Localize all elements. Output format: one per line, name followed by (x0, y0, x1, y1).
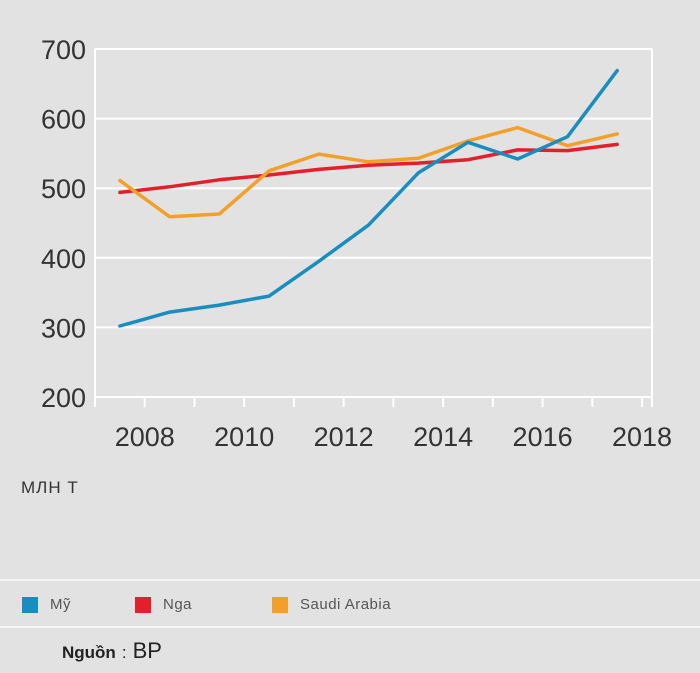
y-tick-label: 700 (41, 35, 86, 65)
legend-swatch-saudi-arabia (272, 596, 288, 613)
legend-divider-top (0, 579, 700, 581)
legend-item-saudi-arabia: Saudi Arabia (272, 596, 391, 613)
x-tick-label: 2010 (214, 422, 274, 452)
source-note: Nguồn: BP (62, 638, 162, 664)
legend-item-nga: Nga (135, 596, 192, 613)
grid-lines (94, 48, 653, 407)
y-axis-ticks: 700 600 500 400 300 200 (41, 35, 86, 413)
legend: Mỹ Nga Saudi Arabia (0, 582, 700, 624)
x-tick-label: 2018 (612, 422, 672, 452)
source-value: BP (132, 638, 162, 663)
series-line-my (118, 68, 619, 328)
x-tick-label: 2014 (413, 422, 473, 452)
series-line-saudi-arabia (118, 125, 619, 219)
y-tick-label: 400 (41, 244, 86, 274)
series-lines (118, 68, 619, 328)
legend-divider-bottom (0, 626, 700, 628)
x-tick-label: 2012 (314, 422, 374, 452)
source-separator: : (121, 643, 127, 662)
source-label: Nguồn (62, 643, 116, 662)
legend-label-nga: Nga (163, 596, 193, 613)
y-tick-label: 500 (41, 174, 86, 204)
x-tick-label: 2016 (513, 422, 573, 452)
x-tick-label: 2008 (115, 422, 175, 452)
x-axis-ticks: 2008 2010 2012 2014 2016 2018 (115, 422, 672, 452)
y-tick-label: 300 (41, 313, 86, 343)
y-tick-label: 200 (41, 383, 86, 413)
legend-label-my: Mỹ (50, 596, 71, 613)
legend-label-saudi-arabia: Saudi Arabia (300, 596, 392, 613)
legend-item-my: Mỹ (22, 596, 71, 613)
legend-swatch-nga (135, 596, 151, 613)
unit-label: МЛН Т (21, 478, 79, 497)
y-tick-label: 600 (41, 105, 86, 135)
series-line-nga (118, 142, 619, 195)
legend-swatch-my (22, 596, 38, 613)
